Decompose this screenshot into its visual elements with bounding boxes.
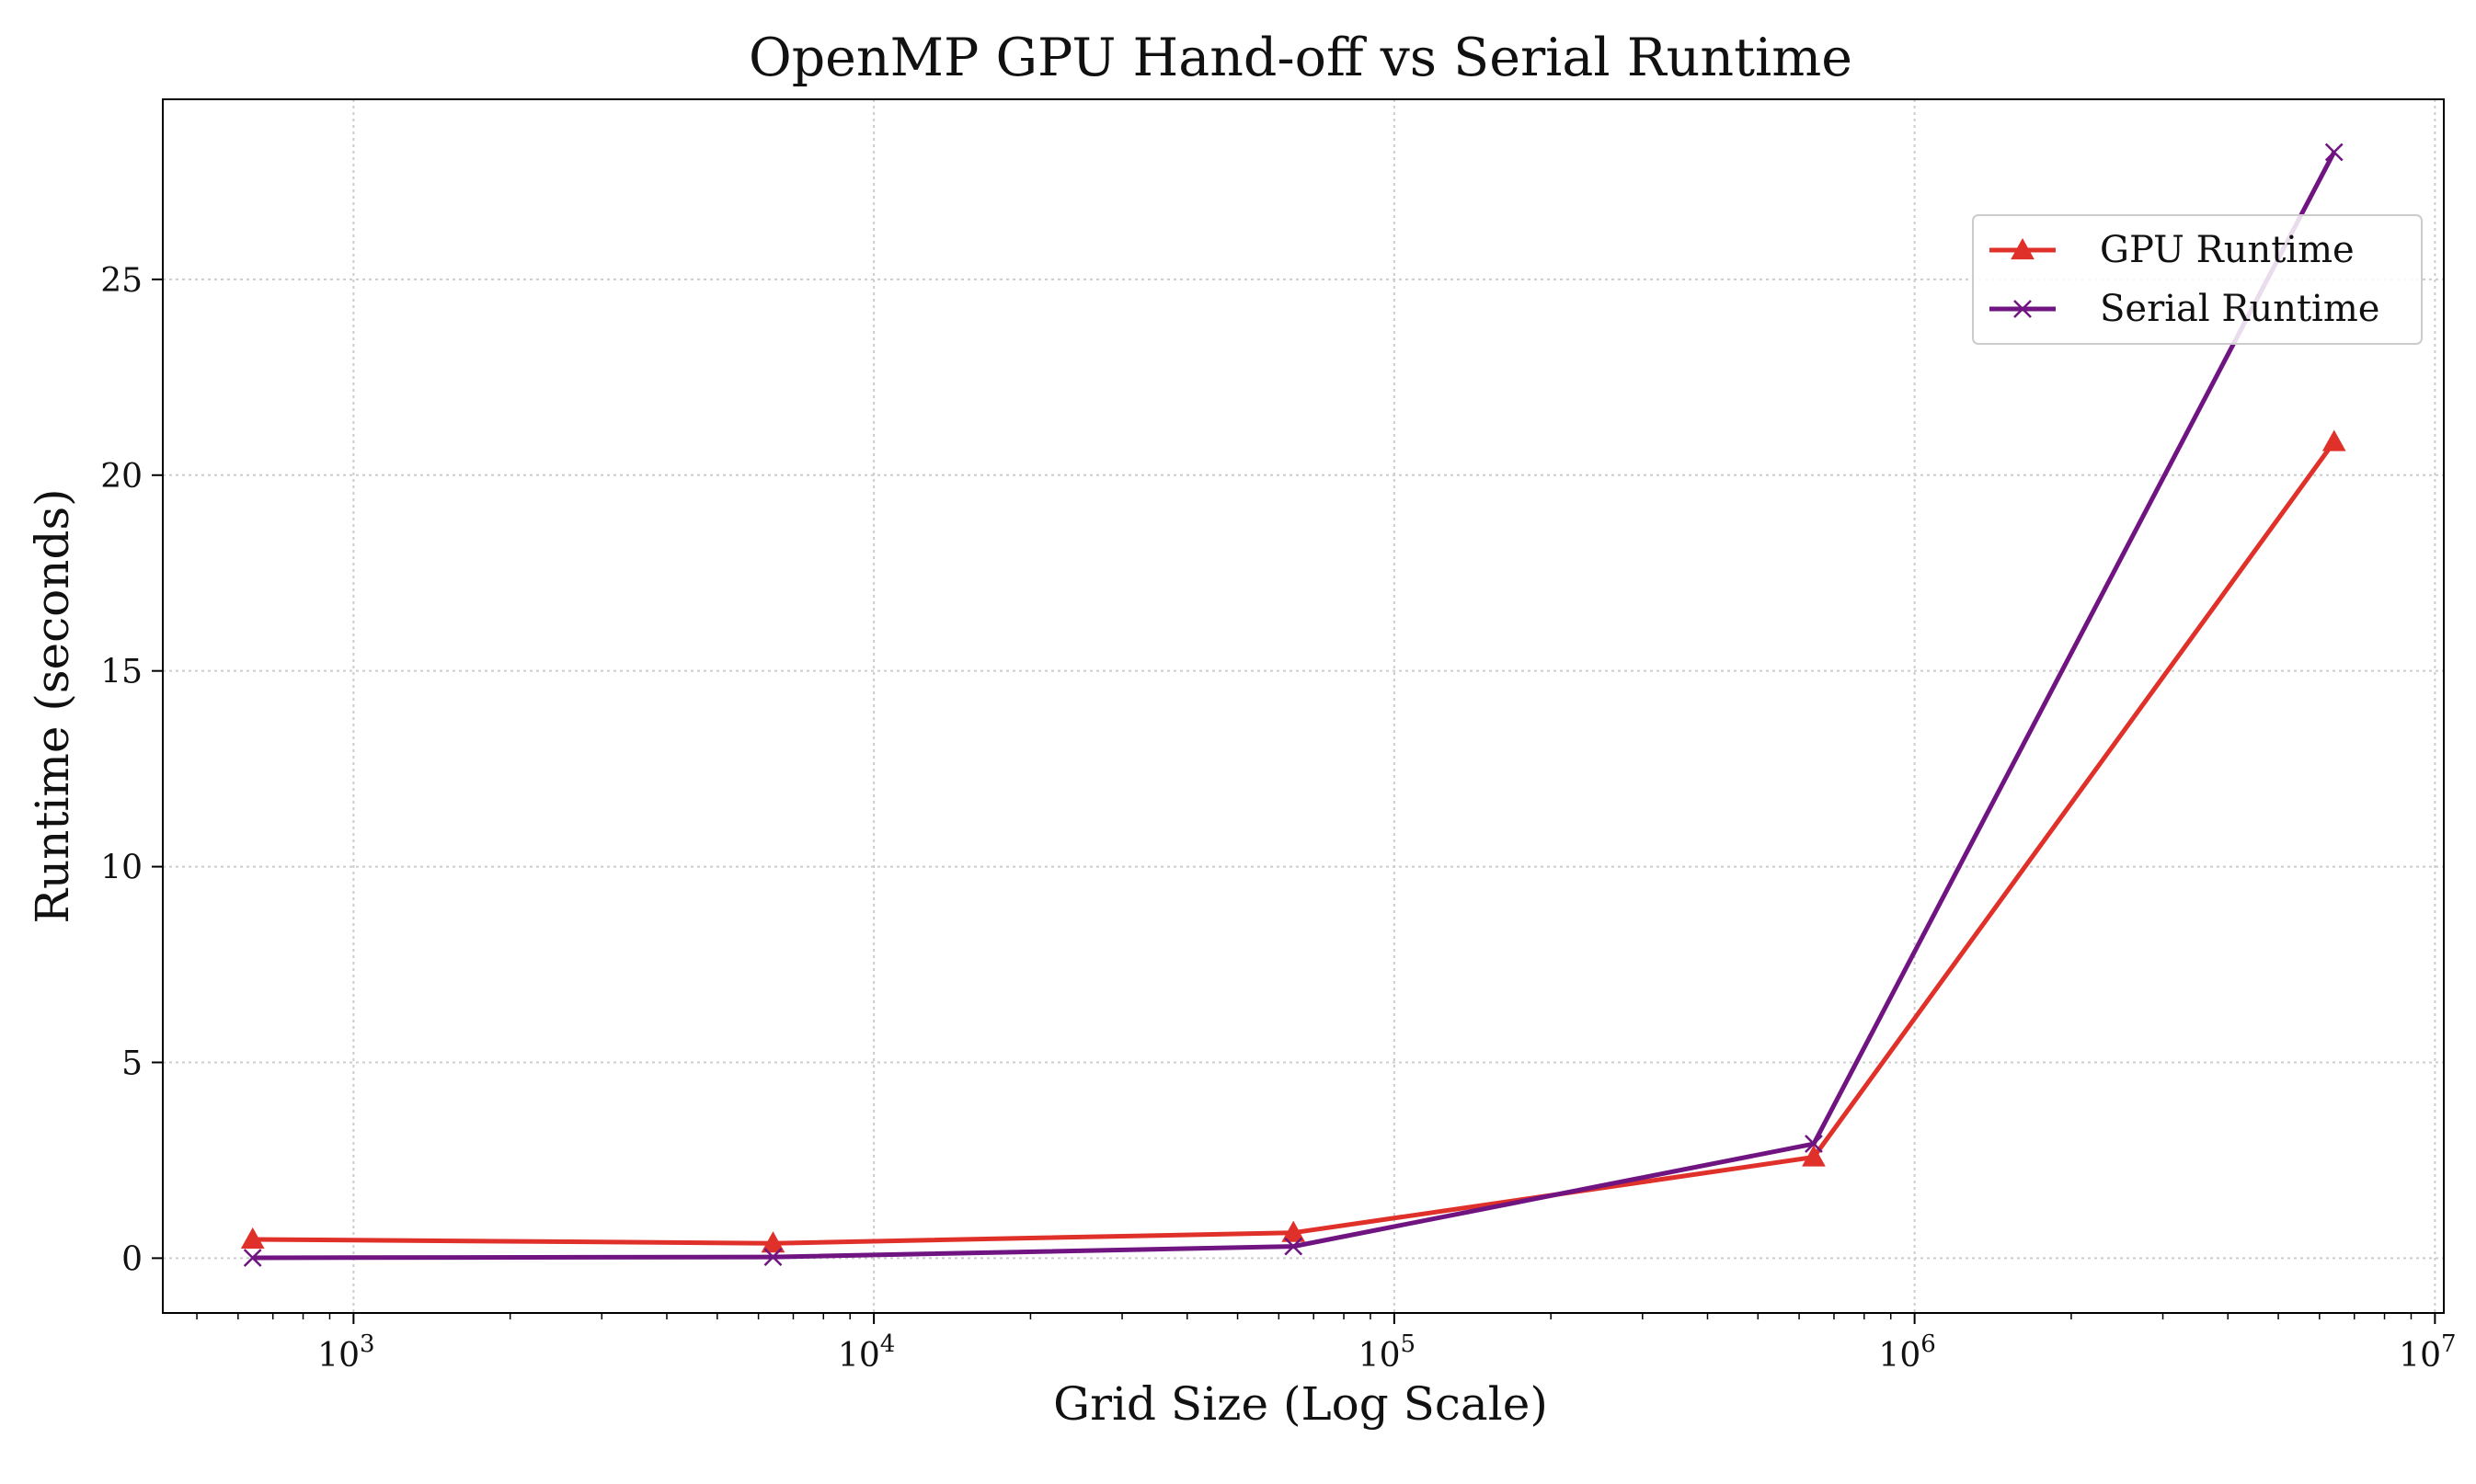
data-point (761, 1231, 785, 1253)
legend: GPU Runtime Serial Runtime (1972, 214, 2423, 345)
data-point (1284, 1237, 1303, 1256)
legend-label: Serial Runtime (2100, 288, 2379, 330)
y-tick-label: 20 (100, 458, 143, 496)
series-layer (240, 143, 2346, 1267)
y-tick-label: 15 (100, 654, 143, 691)
x-tick-label: 104 (838, 1330, 895, 1375)
data-point (763, 1248, 783, 1266)
x-axis-label: Grid Size (Log Scale) (1053, 1377, 1548, 1431)
data-point (240, 1227, 265, 1250)
y-tick-label: 10 (100, 850, 143, 887)
plot-frame (162, 98, 2445, 1314)
x-tick-label: 103 (317, 1330, 374, 1375)
data-point (2324, 143, 2344, 162)
x-tick-label: 107 (2399, 1330, 2456, 1375)
x-tick-label: 105 (1358, 1330, 1416, 1375)
grid-lines (163, 99, 2444, 1313)
legend-marker (2011, 237, 2035, 260)
y-tick-label: 0 (121, 1240, 143, 1278)
y-axis-label: Runtime (seconds) (26, 488, 79, 923)
axes: 0 5 10 15 20 25 103 104 105 106 107 (100, 262, 2456, 1375)
chart-title: OpenMP GPU Hand-off vs Serial Runtime (749, 28, 1852, 88)
legend-marker (2013, 300, 2032, 318)
series-serial (243, 143, 2344, 1267)
data-point (1802, 1145, 1826, 1167)
y-tick-label: 25 (100, 262, 143, 300)
legend-box (1972, 214, 2423, 345)
data-point (1805, 1135, 1823, 1153)
series-gpu (240, 429, 2346, 1253)
y-tick-label: 5 (121, 1045, 143, 1082)
data-point (2321, 429, 2346, 451)
data-point (243, 1249, 262, 1267)
data-point (1281, 1220, 1306, 1242)
x-tick-label: 106 (1878, 1330, 1935, 1375)
legend-label: GPU Runtime (2100, 229, 2355, 271)
